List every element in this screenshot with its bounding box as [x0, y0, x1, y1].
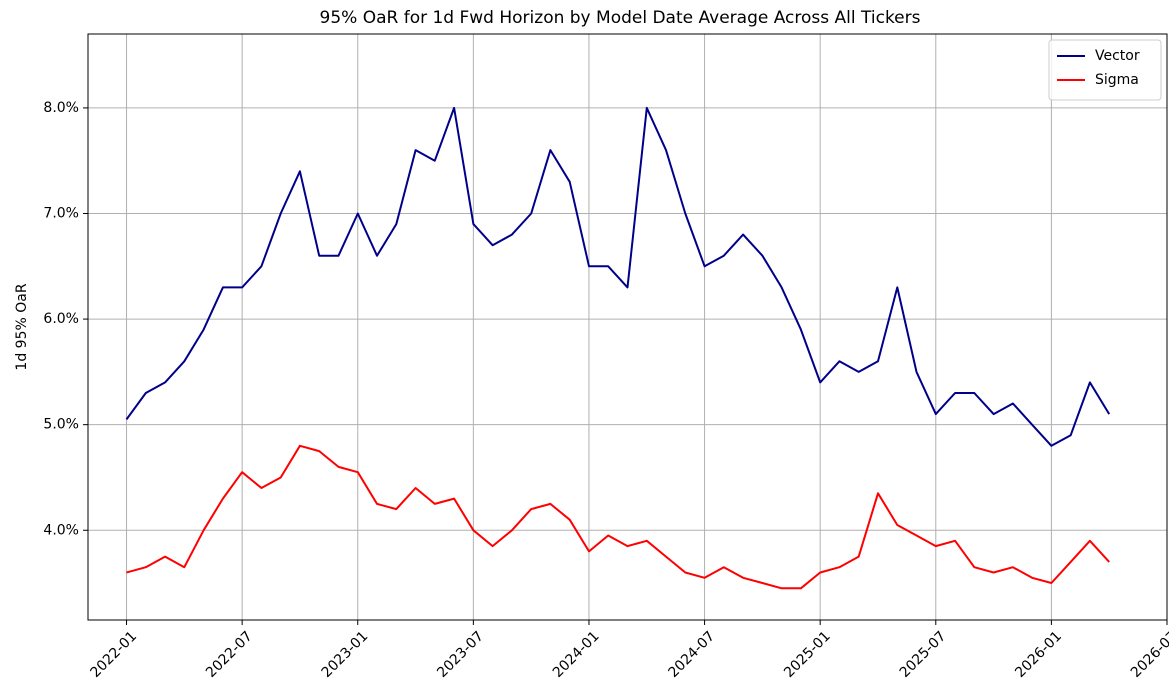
line-series [125, 106, 1111, 447]
x-tick-label: 2023-01 [319, 628, 372, 681]
x-tick-label: 2026-07 [1128, 628, 1169, 681]
legend-label: Sigma [1095, 72, 1139, 88]
y-tick-label: 7.0% [43, 205, 79, 221]
y-tick-label: 8.0% [43, 100, 79, 116]
x-tick-label: 2024-01 [550, 628, 603, 681]
y-tick-label: 5.0% [43, 417, 79, 433]
y-tick-label: 6.0% [43, 311, 79, 327]
x-tick-label: 2022-01 [87, 628, 140, 681]
x-tick-label: 2024-07 [666, 628, 719, 681]
plot-frame [87, 33, 1168, 621]
legend-label: Vector [1095, 48, 1140, 64]
y-tick-label: 4.0% [43, 522, 79, 538]
x-tick-label: 2022-07 [203, 628, 256, 681]
y-axis-label: 1d 95% OaR [14, 283, 30, 370]
chart-title: 95% OaR for 1d Fwd Horizon by Model Date… [320, 8, 921, 28]
x-tick-label: 2026-01 [1012, 628, 1065, 681]
x-tick-label: 2025-07 [897, 628, 950, 681]
line-series [126, 444, 1110, 590]
x-tick-label: 2025-01 [781, 628, 834, 681]
x-tick-label: 2023-07 [434, 628, 487, 681]
